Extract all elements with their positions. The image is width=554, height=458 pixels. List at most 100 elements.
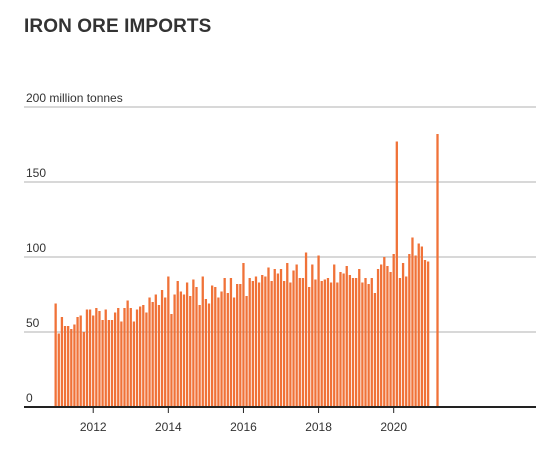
bar-2018-08 [339, 272, 342, 407]
bar-2018-05 [329, 282, 333, 407]
bar-2016-11 [273, 269, 276, 407]
bar-2012-10 [120, 321, 123, 407]
bar-2014-10 [195, 287, 198, 407]
bar-2020-07 [411, 237, 414, 407]
bar-2020-02 [395, 141, 398, 407]
bar-2019-04 [364, 278, 367, 407]
bar-2015-07 [223, 278, 226, 407]
bar-2011-09 [79, 315, 82, 407]
bar-2018-03 [323, 279, 326, 407]
bar-2019-11 [386, 266, 389, 407]
bar-2017-04 [289, 282, 292, 407]
bar-2013-05 [142, 305, 145, 407]
bar-2013-04 [139, 306, 142, 407]
bar-2015-12 [239, 284, 242, 407]
x-tick-label: 2012 [80, 420, 107, 434]
bar-2018-06 [333, 264, 336, 407]
bar-2014-05 [179, 291, 182, 407]
bar-2015-09 [229, 278, 233, 407]
bar-2013-10 [157, 305, 161, 407]
bars [54, 134, 439, 407]
bar-2012-12 [126, 300, 129, 407]
bar-2018-10 [345, 266, 348, 407]
bar-2020-04 [401, 263, 405, 407]
bar-2020-10 [420, 246, 424, 407]
x-tick-label: 2020 [380, 420, 407, 434]
bar-2019-10 [383, 257, 386, 407]
bar-2011-07 [73, 324, 76, 407]
bar-2011-05 [67, 326, 70, 407]
bar-2015-05 [217, 297, 220, 407]
bar-2019-02 [358, 269, 361, 407]
bar-2017-10 [308, 287, 311, 407]
chart-title: IRON ORE IMPORTS [24, 16, 212, 37]
bar-2013-09 [154, 294, 157, 407]
bar-2019-03 [361, 282, 364, 407]
bar-2014-01 [167, 276, 170, 407]
bar-2016-08 [264, 276, 267, 407]
bar-2018-01 [317, 255, 320, 407]
bar-2017-03 [286, 263, 289, 407]
bar-2019-09 [380, 264, 383, 407]
bar-2012-03 [98, 311, 101, 407]
y-tick-label: 200 million tonnes [26, 91, 123, 105]
bar-2014-12 [201, 276, 204, 407]
bar-2017-08 [301, 278, 305, 407]
bar-2012-04 [101, 320, 104, 407]
y-tick-label: 0 [26, 391, 33, 405]
bar-2015-01 [204, 299, 208, 407]
bar-2012-09 [117, 308, 120, 407]
bar-2019-07 [373, 293, 377, 407]
bar-2017-06 [295, 264, 298, 407]
y-tick-label: 100 [26, 241, 46, 255]
bar-2015-11 [236, 284, 239, 407]
bar-2015-06 [220, 291, 223, 407]
bar-2013-07 [148, 297, 151, 407]
bar-2019-08 [376, 269, 380, 407]
bar-2012-01 [92, 315, 95, 407]
bar-2016-06 [257, 282, 261, 407]
x-tick-label: 2014 [155, 420, 182, 434]
bar-2014-09 [192, 279, 195, 407]
bar-2012-11 [123, 308, 126, 407]
y-axis-labels: 0 50 100 150 200 million tonnes [26, 91, 123, 405]
bar-2011-06 [70, 329, 73, 407]
bar-2017-11 [311, 264, 314, 407]
bar-2015-10 [232, 297, 236, 407]
bar-2013-11 [160, 290, 164, 407]
bar-2014-03 [173, 294, 176, 407]
bar-2014-08 [189, 296, 192, 407]
bar-2011-01 [54, 303, 57, 407]
bar-2016-02 [245, 296, 248, 407]
y-tick-label: 50 [26, 316, 40, 330]
bar-2012-08 [113, 312, 117, 407]
bar-2016-01 [242, 263, 245, 407]
bar-2019-01 [354, 278, 358, 407]
bar-2018-11 [348, 275, 352, 407]
bar-2020-11 [423, 260, 427, 407]
bar-2013-01 [129, 308, 132, 407]
bar-2019-12 [389, 272, 392, 407]
bar-2014-11 [198, 305, 201, 407]
bar-2016-12 [276, 273, 280, 407]
bar-2014-04 [176, 281, 179, 407]
bar-2020-12 [426, 261, 430, 407]
bar-2014-06 [182, 294, 186, 407]
bar-2018-12 [351, 278, 355, 407]
y-tick-label: 150 [26, 166, 46, 180]
bar-2017-09 [304, 252, 308, 407]
bar-2011-11 [85, 309, 89, 407]
bar-2013-06 [145, 312, 148, 407]
bar-2020-08 [414, 255, 417, 407]
bar-2020-09 [417, 243, 420, 407]
bar-2011-03 [60, 317, 64, 407]
bar-2017-07 [298, 278, 301, 407]
bar-2018-02 [320, 281, 323, 407]
bar-2020-03 [398, 278, 402, 407]
bar-2018-04 [326, 278, 330, 407]
bar-2014-02 [170, 314, 173, 407]
bar-2012-05 [104, 309, 107, 407]
x-tick-label: 2018 [305, 420, 332, 434]
bar-2021-03 [436, 134, 439, 407]
